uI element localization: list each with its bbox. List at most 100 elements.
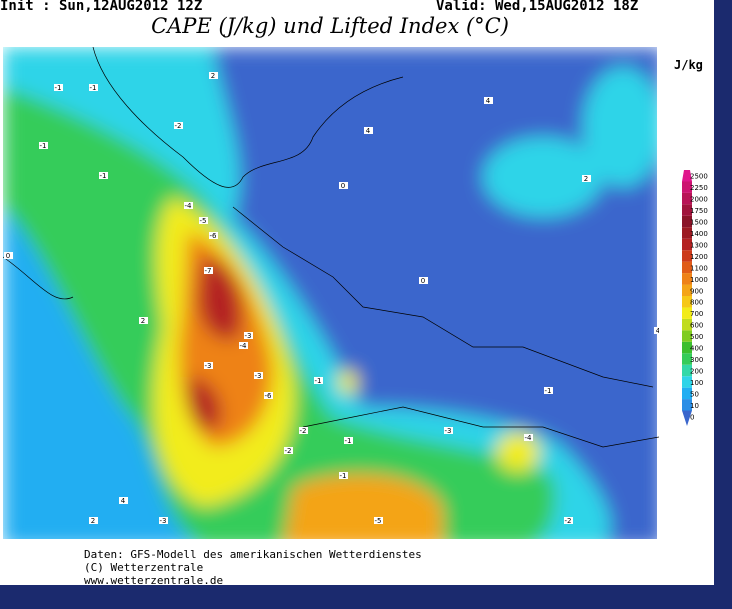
title: CAPE (J/kg) und Lifted Index (°C)	[151, 14, 509, 38]
label-box	[99, 172, 108, 179]
lifted-index-label: -5	[200, 217, 207, 225]
colorbar-label: 1500	[690, 219, 708, 227]
valid-time: Valid: Wed,15AUG2012 18Z	[436, 0, 639, 14]
label-box	[582, 175, 591, 182]
lifted-index-label: -6	[210, 232, 218, 240]
lifted-index-label: -2	[565, 517, 572, 525]
lifted-index-label: -3	[160, 517, 167, 525]
label-box	[344, 437, 353, 444]
label-box	[254, 372, 263, 379]
label-box	[654, 327, 659, 334]
colorbar-label: 1100	[690, 264, 708, 272]
lifted-index-label: -3	[445, 427, 452, 435]
label-box	[339, 182, 348, 189]
lifted-index-label: -1	[545, 387, 552, 395]
label-box	[484, 97, 493, 104]
colorbar-swatch	[682, 227, 692, 239]
label-box	[364, 127, 373, 134]
label-box	[204, 267, 213, 274]
colorbar-unit: J/kg	[674, 58, 703, 72]
label-box	[204, 362, 213, 369]
lifted-index-label: -3	[245, 332, 252, 340]
lifted-index-label: 0	[341, 182, 345, 190]
colorbar-swatch	[682, 192, 692, 205]
colorbar	[682, 170, 692, 426]
label-box	[209, 72, 218, 79]
cape-field	[3, 47, 657, 539]
lifted-index-labels: -1 -12-1-2-1-4-5-6-7-3-6-3-402440024-1-1-…	[4, 72, 659, 525]
colorbar-swatch	[682, 376, 692, 388]
colorbar-swatch	[682, 204, 692, 216]
lifted-index-label: -7	[205, 267, 212, 275]
colorbar-label: 1400	[690, 230, 708, 238]
lifted-index-label: -1	[90, 84, 97, 92]
colorbar-swatch	[682, 273, 692, 285]
colorbar-swatch	[682, 238, 692, 251]
label-box	[314, 377, 323, 384]
label-box	[184, 202, 193, 209]
colorbar-label: 700	[690, 310, 703, 318]
colorbar-label: 200	[690, 367, 703, 375]
lifted-index-label: -3	[205, 362, 212, 370]
lifted-index-label: 4	[656, 327, 659, 335]
colorbar-labels: 0 10 50 100 200 300 400 500 600 700 800 900 1000 1100…	[690, 173, 708, 422]
label-box	[284, 447, 293, 454]
colorbar-label: 50	[690, 390, 699, 398]
label-box	[199, 217, 208, 224]
lifted-index-label: 0	[421, 277, 425, 285]
label-box	[374, 517, 383, 524]
colorbar-label: 1200	[690, 253, 708, 261]
colorbar-swatch	[682, 410, 692, 426]
lifted-index-label: 4	[366, 127, 371, 135]
label-box	[139, 317, 148, 324]
colorbar-swatch	[682, 353, 692, 365]
label-box	[244, 332, 253, 339]
label-box	[524, 434, 533, 441]
coastlines	[3, 47, 659, 448]
label-box	[119, 497, 128, 504]
colorbar-label: 400	[690, 345, 703, 353]
colorbar-swatch	[682, 284, 692, 296]
colorbar-label: 10	[690, 402, 699, 410]
label-box	[209, 232, 218, 239]
label-box	[339, 472, 348, 479]
lifted-index-label: -1	[55, 84, 62, 92]
map: -1 -12-1-2-1-4-5-6-7-3-6-3-402440024-1-1-…	[3, 47, 659, 539]
lifted-index-label: 2	[584, 175, 588, 183]
colorbar-swatch	[682, 318, 692, 331]
footer-url: www.wetterzentrale.de	[84, 574, 224, 587]
lifted-index-label: -4	[240, 342, 248, 350]
panel: Init : Sun,12AUG2012 12Z Valid: Wed,15AU…	[0, 0, 714, 587]
colorbar-label: 900	[690, 287, 703, 295]
lifted-index-label: -2	[300, 427, 307, 435]
colorbar-swatch	[682, 387, 692, 400]
colorbar-label: 300	[690, 356, 703, 364]
lifted-index-label: -1	[345, 437, 352, 445]
colorbar-label: 2000	[690, 196, 708, 204]
colorbar-label: 800	[690, 299, 703, 307]
lifted-index-label: -1	[100, 172, 107, 180]
lifted-index-label: -5	[375, 517, 382, 525]
lifted-index-label: 0	[6, 252, 10, 260]
colorbar-swatch	[682, 399, 692, 411]
lifted-index-label: 2	[91, 517, 95, 525]
lifted-index-label: -2	[285, 447, 292, 455]
colorbar-swatch	[682, 181, 692, 193]
lifted-index-label: 2	[211, 72, 215, 80]
label-box	[564, 517, 573, 524]
lifted-index-label: -3	[255, 372, 262, 380]
colorbar-swatch	[682, 341, 692, 354]
colorbar-swatch	[682, 250, 692, 262]
footer-copyright: (C) Wetterzentrale	[84, 561, 204, 574]
footer-source: Daten: GFS-Modell des amerikanischen Wet…	[84, 548, 422, 561]
colorbar-swatch	[682, 261, 692, 274]
label-box	[4, 252, 13, 259]
label-box	[89, 84, 98, 91]
lifted-index-label: -1	[40, 142, 47, 150]
label-box	[174, 122, 183, 129]
colorbar-label: 1000	[690, 276, 708, 284]
label-box	[544, 387, 553, 394]
lifted-index-label: -1	[315, 377, 322, 385]
label-box	[299, 427, 308, 434]
